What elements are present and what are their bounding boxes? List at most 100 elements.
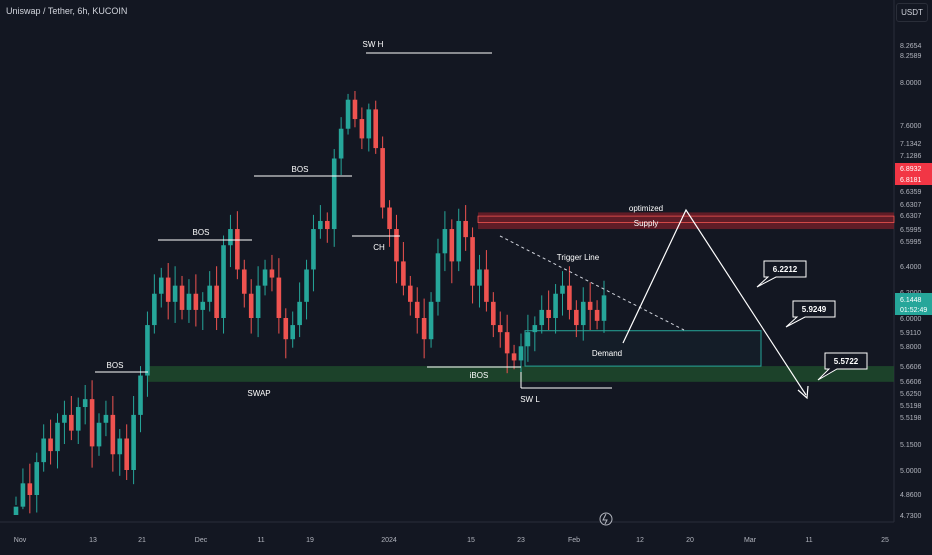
- supply-label-bottom: Supply: [634, 219, 658, 228]
- price-tick-label: 5.1500: [900, 442, 922, 449]
- candle-body: [69, 414, 74, 431]
- bolt-icon: [602, 513, 608, 525]
- price-tick-label: 4.8600: [900, 492, 922, 499]
- bos-label-1: BOS: [107, 361, 124, 370]
- candle-body: [75, 407, 81, 431]
- candle-body: [262, 269, 268, 286]
- candle-body: [193, 293, 199, 310]
- candle-body: [331, 158, 337, 230]
- candle-body: [477, 269, 482, 286]
- candle-body: [179, 285, 185, 310]
- candle-body: [511, 353, 517, 361]
- candle-body: [145, 325, 150, 376]
- candle-body: [373, 109, 379, 149]
- candle-body: [338, 128, 344, 159]
- candle-body: [235, 229, 240, 270]
- candle-body: [297, 301, 302, 326]
- price-tick-label: 7.1286: [900, 153, 922, 160]
- candle-body: [228, 229, 233, 246]
- candle-body: [601, 295, 607, 321]
- target-callout-3: [817, 352, 868, 381]
- candle-body: [387, 207, 392, 230]
- target-label-3: 5.5722: [834, 357, 859, 366]
- candle-body: [269, 269, 275, 278]
- candle-body: [255, 285, 261, 318]
- candle-body: [352, 99, 358, 120]
- candle-body: [110, 414, 116, 455]
- bos-label-2: BOS: [193, 228, 210, 237]
- candle-body: [324, 220, 330, 230]
- candle-body: [394, 229, 399, 262]
- candle-body: [48, 438, 53, 452]
- candle-body: [117, 438, 123, 455]
- candle-body: [546, 309, 551, 318]
- candle-body: [567, 285, 572, 310]
- candle-body: [359, 119, 365, 139]
- sw-h-label: SW H: [363, 40, 384, 49]
- bos-label-3: BOS: [292, 165, 309, 174]
- candle-body: [96, 422, 102, 447]
- projection-path: [622, 208, 807, 396]
- price-tick-label: 6.6359: [900, 189, 922, 196]
- time-tick-label: 23: [517, 537, 525, 544]
- candle-body: [553, 293, 558, 318]
- candle-body: [131, 414, 136, 470]
- candle-body: [13, 506, 19, 515]
- candle-body: [587, 301, 593, 310]
- price-tick-label: 6.6307: [900, 202, 922, 209]
- target-label-2: 5.9249: [802, 305, 827, 314]
- candle-body: [152, 293, 157, 326]
- candle-body: [207, 285, 212, 302]
- price-axis-panel: [894, 0, 932, 550]
- demand-label: Demand: [592, 349, 622, 358]
- price-tick-label: 8.2654: [900, 43, 922, 50]
- time-tick-label: 13: [89, 537, 97, 544]
- candle-body: [525, 332, 531, 347]
- supply-zone-inner: [477, 215, 895, 223]
- ibos-label: iBOS: [470, 371, 489, 380]
- highlight-price-badge: [895, 163, 932, 174]
- price-tick-label: 8.0000: [900, 80, 922, 87]
- candle-body: [518, 346, 524, 361]
- price-tick-label: 5.6606: [900, 379, 922, 386]
- candle-body: [594, 309, 600, 321]
- candle-body: [276, 277, 282, 318]
- candle-body: [366, 109, 372, 139]
- candle-body: [34, 462, 40, 495]
- swap-label: SWAP: [247, 389, 270, 398]
- candle-body: [484, 269, 489, 302]
- highlight-price-label: 6.8181: [900, 177, 922, 184]
- candle-body: [491, 301, 496, 326]
- candle-body: [560, 285, 565, 294]
- candle-body: [55, 422, 60, 452]
- price-tick-label: 5.5198: [900, 415, 922, 422]
- target-callout-2: [785, 300, 836, 328]
- currency-button[interactable]: USDT: [896, 3, 928, 22]
- candle-body: [283, 318, 289, 340]
- current-price-badge: [895, 293, 932, 315]
- time-tick-label: 20: [686, 537, 694, 544]
- time-tick-label: 11: [257, 537, 264, 544]
- price-tick-label: 5.6606: [900, 364, 922, 371]
- candle-body: [165, 277, 171, 302]
- candle-body: [497, 325, 503, 333]
- candle-body: [408, 285, 413, 302]
- price-tick-label: 6.4000: [900, 264, 922, 271]
- time-tick-label: 2024: [381, 537, 397, 544]
- candle-body: [435, 253, 441, 302]
- candle-body: [401, 261, 406, 286]
- time-tick-label: 11: [805, 537, 812, 544]
- candle-body: [20, 483, 26, 507]
- candle-body: [158, 277, 164, 294]
- candle-body: [290, 325, 296, 340]
- candle-body: [539, 309, 545, 326]
- tradingview-logo-icon: [599, 512, 613, 526]
- trigger-line: [499, 235, 685, 331]
- price-tick-label: 6.6307: [900, 213, 922, 220]
- candle-body: [241, 269, 247, 294]
- price-tick-label: 6.0000: [900, 316, 922, 323]
- candle-body: [248, 293, 254, 318]
- price-tick-label: 5.0000: [900, 468, 922, 475]
